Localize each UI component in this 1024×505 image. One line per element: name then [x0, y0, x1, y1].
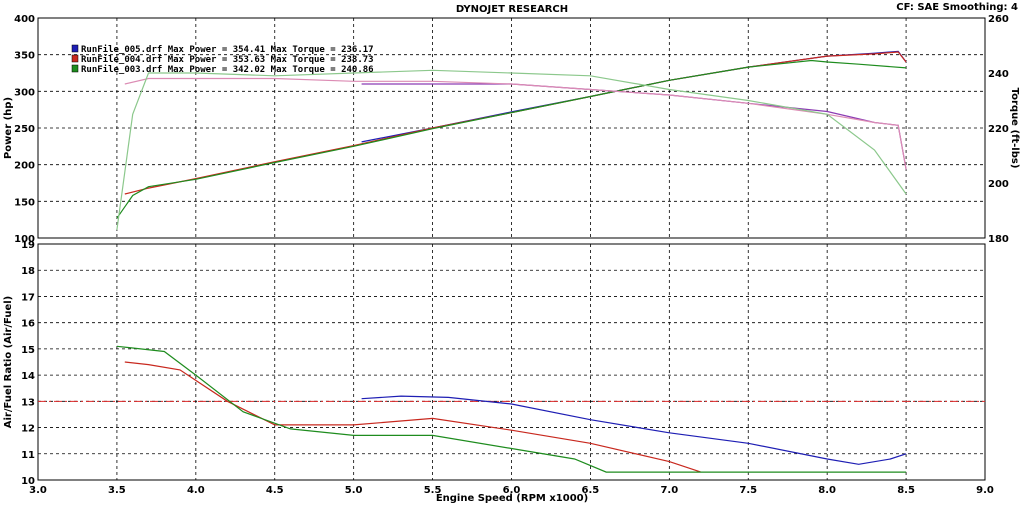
- power-tick-label: 100: [14, 234, 35, 245]
- runfile_004-drf-torque-line: [124, 77, 907, 170]
- legend-entry: RunFile_005.drf Max Power = 354.41 Max T…: [81, 44, 374, 55]
- runfile_003-drf-power-line: [116, 59, 907, 219]
- rpm-tick-label: 5.5: [424, 485, 442, 496]
- legend-swatch: [71, 44, 79, 53]
- power-tick-label: 150: [14, 197, 35, 208]
- torque-tick-label: 240: [988, 69, 1009, 80]
- afr-axis-ticks: 10 11 12 13 14 15 16 17 18 19: [21, 240, 35, 487]
- afr-tick-label: 10: [21, 476, 35, 487]
- rpm-tick-label: 8.5: [897, 485, 915, 496]
- power-tick-label: 250: [14, 124, 35, 135]
- afr-series: [38, 345, 985, 473]
- afr-tick-label: 16: [21, 319, 35, 330]
- runfile_005-drf-afr-line: [361, 395, 907, 465]
- legend-entry: RunFile_004.drf Max Power = 353.63 Max T…: [81, 54, 374, 65]
- rpm-tick-label: 9.0: [976, 485, 994, 496]
- rpm-tick-label: 8.0: [818, 485, 836, 496]
- legend-entry: RunFile_003.drf Max Power = 342.02 Max T…: [81, 64, 374, 75]
- correction-settings: CF: SAE Smoothing: 4: [896, 2, 1018, 13]
- rpm-tick-label: 7.0: [660, 485, 678, 496]
- torque-axis-ticks: 180 200 220 240 260: [988, 14, 1009, 245]
- afr-tick-label: 11: [21, 450, 35, 461]
- rpm-tick-label: 5.0: [345, 485, 363, 496]
- power-axis-label: Power (hp): [3, 97, 14, 159]
- torque-tick-label: 260: [988, 14, 1009, 25]
- rpm-tick-label: 6.0: [503, 485, 521, 496]
- power-tick-label: 300: [14, 87, 35, 98]
- rpm-tick-label: 6.5: [582, 485, 600, 496]
- chart-title: DYNOJET RESEARCH: [456, 4, 568, 15]
- legend: RunFile_005.drf Max Power = 354.41 Max T…: [71, 44, 374, 75]
- afr-tick-label: 14: [21, 371, 35, 382]
- afr-tick-label: 18: [21, 266, 35, 277]
- power-tick-label: 200: [14, 161, 35, 172]
- power-torque-series: [116, 50, 907, 230]
- afr-tick-label: 17: [21, 292, 35, 303]
- rpm-tick-label: 3.0: [29, 485, 47, 496]
- afr-tick-label: 15: [21, 345, 35, 356]
- legend-swatch: [71, 54, 79, 63]
- runfile_003-drf-torque-line: [116, 69, 907, 230]
- rpm-tick-label: 4.0: [187, 485, 205, 496]
- torque-axis-label: Torque (ft-lbs): [1009, 88, 1020, 169]
- runfile_003-drf-afr-line: [116, 345, 907, 473]
- power-grid: [38, 18, 985, 238]
- rpm-tick-label: 4.5: [266, 485, 284, 496]
- rpm-axis-label: Engine Speed (RPM x1000): [436, 493, 588, 504]
- rpm-axis-ticks: 3.0 3.5 4.0 4.5 5.0 5.5 6.0 6.5 7.0 7.5 8.0 8.5 9.0: [29, 485, 994, 496]
- afr-plot-area: [37, 243, 986, 481]
- power-tick-label: 350: [14, 51, 35, 62]
- afr-tick-label: 13: [21, 397, 35, 408]
- afr-tick-label: 19: [21, 240, 35, 251]
- power-axis-ticks: 100 150 200 250 300 350 400: [14, 14, 35, 245]
- power-tick-label: 400: [14, 14, 35, 25]
- legend-swatch: [71, 64, 79, 73]
- torque-tick-label: 180: [988, 234, 1009, 245]
- runfile_004-drf-afr-line: [124, 361, 702, 473]
- afr-axis-label: Air/Fuel Ratio (Air/Fuel): [3, 296, 14, 428]
- rpm-tick-label: 7.5: [739, 485, 757, 496]
- rpm-tick-label: 3.5: [108, 485, 126, 496]
- torque-tick-label: 200: [988, 179, 1009, 190]
- afr-tick-label: 12: [21, 424, 35, 435]
- torque-tick-label: 220: [988, 124, 1009, 135]
